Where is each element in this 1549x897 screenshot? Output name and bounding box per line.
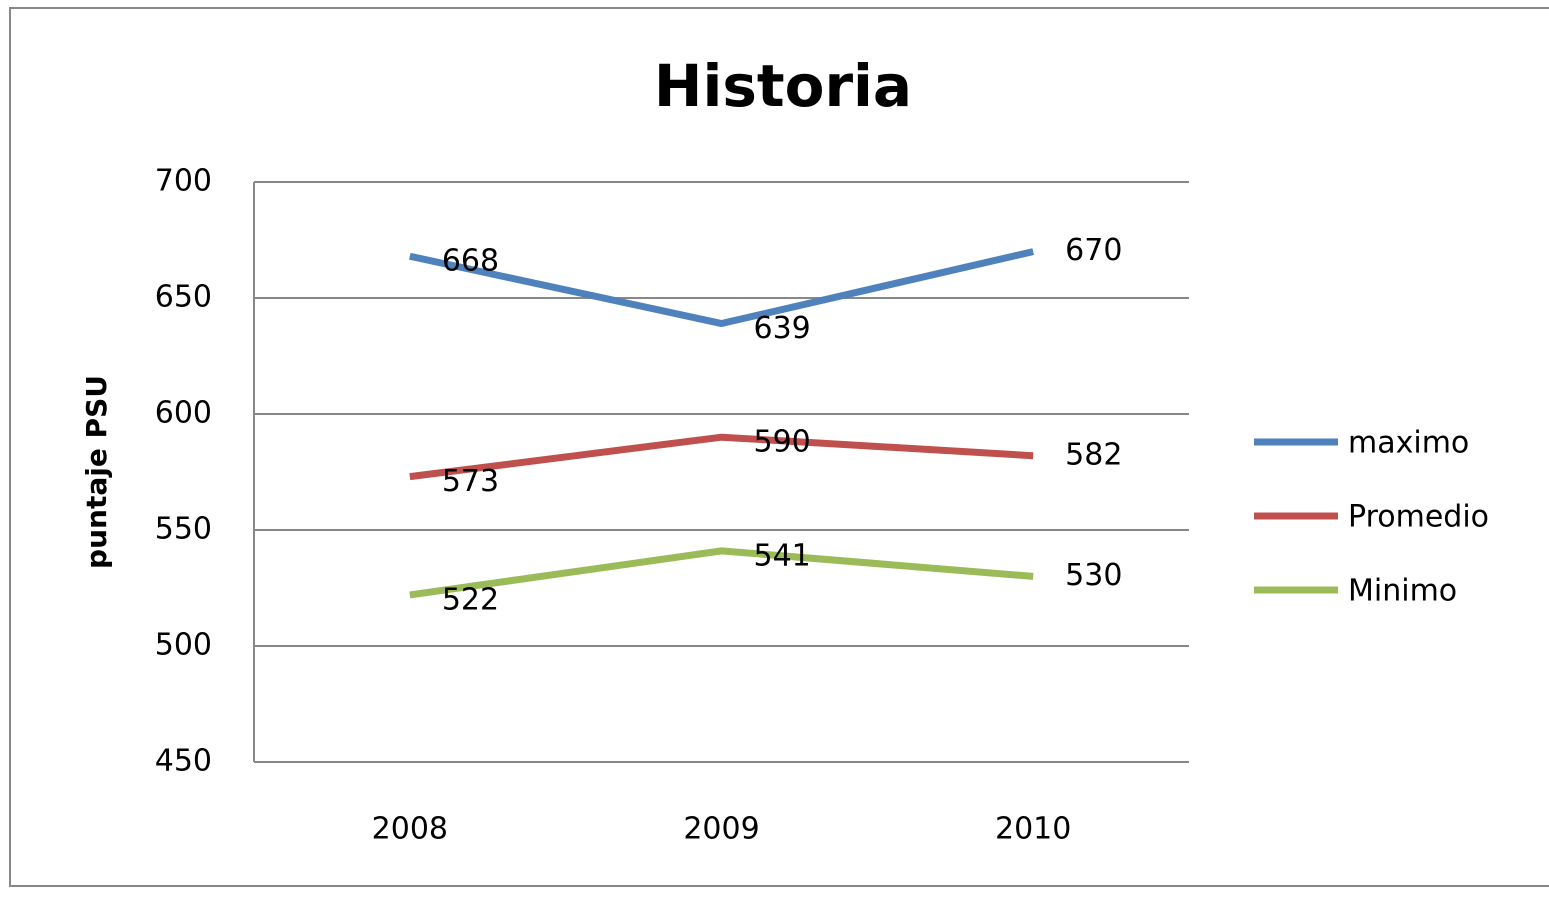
y-tick-label: 500	[155, 628, 212, 663]
series-line	[409, 248, 1034, 328]
data-label: 522	[442, 582, 499, 617]
x-tick-label: 2010	[995, 812, 1071, 847]
x-tick-label: 2008	[372, 812, 448, 847]
y-tick-label: 700	[155, 164, 212, 199]
data-label: 590	[754, 425, 811, 460]
series-line	[409, 547, 1034, 599]
y-tick-label: 550	[155, 512, 212, 547]
series-line	[409, 433, 1034, 481]
data-label: 668	[442, 244, 499, 279]
y-axis-label: puntaje PSU	[80, 375, 113, 569]
x-tick-label: 2009	[683, 812, 759, 847]
data-label: 582	[1065, 437, 1122, 472]
chart-border	[9, 7, 1549, 887]
y-tick-label: 450	[155, 744, 212, 779]
legend-label: Minimo	[1348, 574, 1457, 609]
legend-label: Promedio	[1348, 500, 1489, 535]
data-label: 541	[754, 538, 811, 573]
data-label: 573	[442, 464, 499, 499]
y-tick-label: 650	[155, 280, 212, 315]
data-label: 530	[1065, 558, 1122, 593]
y-tick-label: 600	[155, 396, 212, 431]
data-label: 639	[754, 311, 811, 346]
chart-title: Historia	[654, 52, 912, 120]
data-label: 670	[1065, 233, 1122, 268]
legend-label: maximo	[1348, 426, 1469, 461]
